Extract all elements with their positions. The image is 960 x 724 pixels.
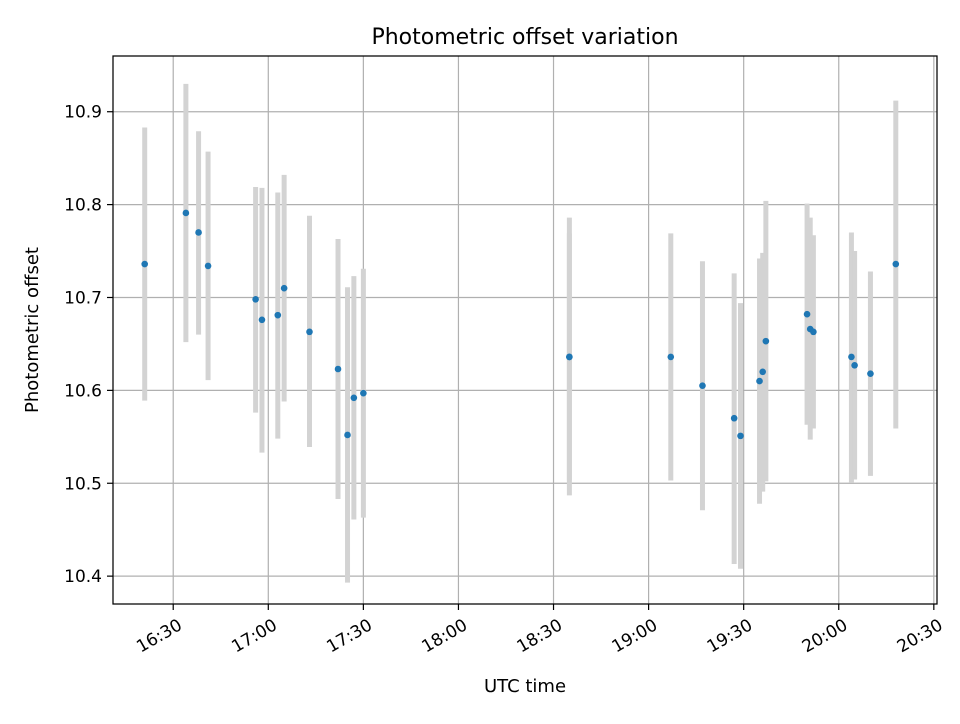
data-point	[867, 370, 874, 377]
y-axis-label: Photometric offset	[22, 247, 43, 413]
y-tick-label: 10.5	[64, 474, 102, 494]
data-point	[195, 229, 202, 236]
data-point	[182, 209, 190, 217]
data-point	[566, 353, 573, 361]
data-point	[699, 382, 706, 390]
data-point	[204, 262, 212, 270]
data-point	[892, 260, 900, 268]
data-point	[759, 368, 766, 376]
y-tick-label: 10.4	[64, 567, 102, 587]
data-point	[258, 316, 266, 324]
data-point	[762, 337, 770, 345]
x-axis-label: UTC time	[484, 676, 566, 697]
data-point	[848, 353, 855, 361]
y-tick-label: 10.7	[64, 288, 102, 308]
data-point	[334, 365, 342, 373]
grid	[113, 56, 937, 604]
data-point	[810, 328, 817, 336]
data-point	[344, 431, 351, 439]
chart-title: Photometric offset variation	[371, 25, 678, 50]
y-tick-label: 10.9	[64, 103, 102, 123]
y-tick-label: 10.8	[64, 196, 102, 216]
data-points	[141, 209, 900, 440]
data-point	[280, 284, 288, 292]
data-point	[737, 432, 744, 440]
data-point	[274, 311, 282, 319]
data-point	[667, 353, 675, 361]
data-point	[141, 260, 148, 268]
data-point	[803, 310, 811, 318]
data-point	[252, 296, 259, 303]
plot-frame	[112, 55, 938, 605]
data-point	[851, 361, 858, 369]
data-point	[730, 414, 738, 422]
data-point	[306, 328, 313, 336]
data-point	[350, 394, 358, 402]
data-point	[756, 377, 763, 385]
data-point	[360, 389, 367, 397]
y-tick-label: 10.6	[64, 381, 102, 401]
